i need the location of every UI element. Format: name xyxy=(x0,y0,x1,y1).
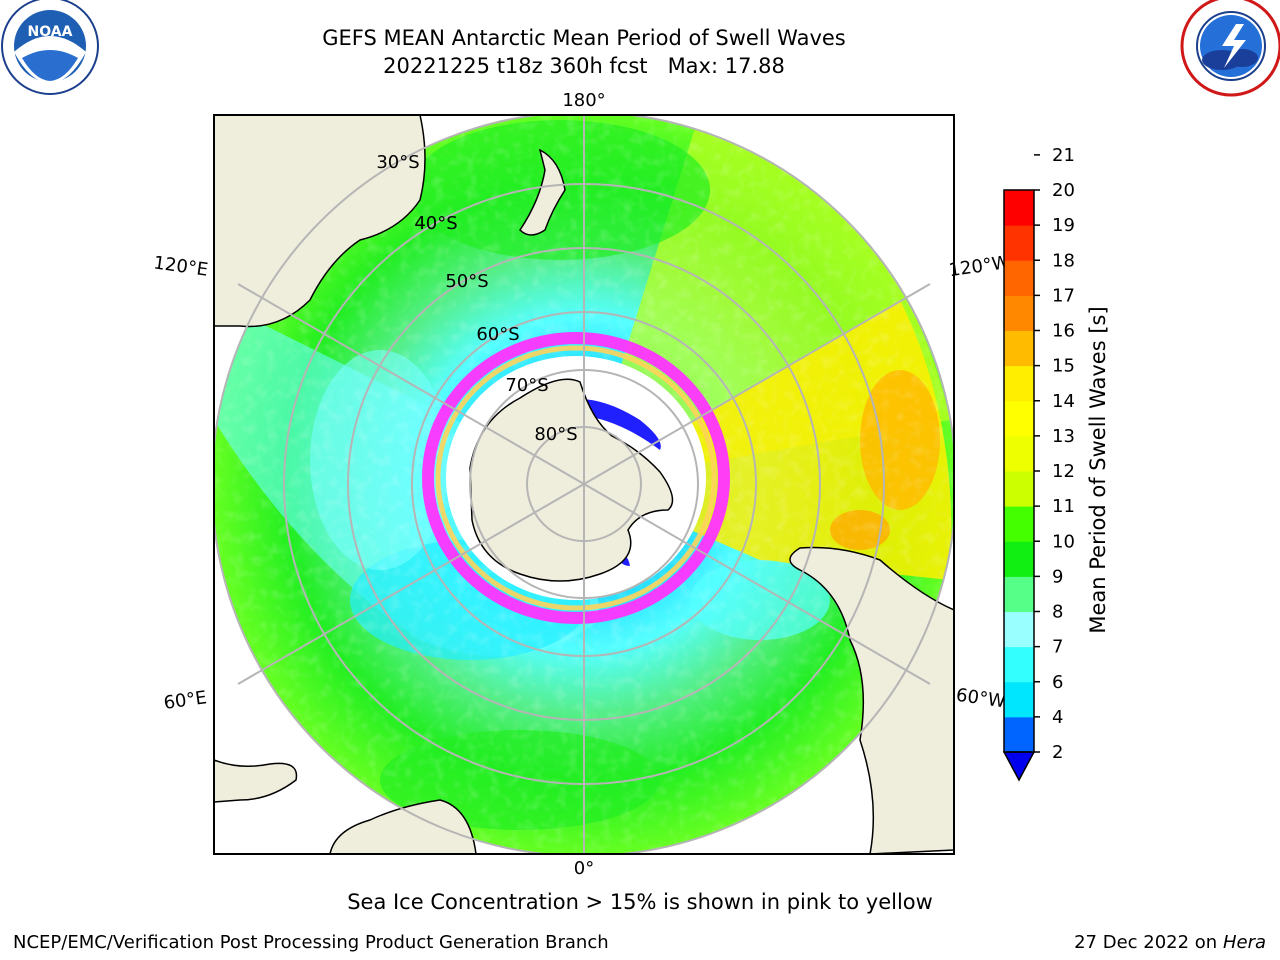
lat-label-30s: 30°S xyxy=(376,152,419,173)
map-frame xyxy=(213,114,955,855)
colorbar-bin xyxy=(1004,646,1034,683)
credit-date-text: 27 Dec 2022 on xyxy=(1074,932,1218,953)
lat-label-80s: 80°S xyxy=(534,424,577,445)
colorbar-bin xyxy=(1004,365,1034,402)
chart-subtitle: 20221225 t18z 360h fcst Max: 17.88 xyxy=(383,54,785,78)
credit-machine: Hera xyxy=(1222,932,1266,953)
lon-label-upper-right: 120°W xyxy=(947,252,1011,281)
colorbar-tick-label: 9 xyxy=(1052,566,1063,587)
colorbar-bin xyxy=(1004,190,1034,226)
colorbar-bin xyxy=(1004,576,1034,612)
colorbar-bin xyxy=(1004,260,1034,296)
colorbar-bin xyxy=(1004,330,1034,367)
lon-label-bottom: 0° xyxy=(574,858,594,879)
colorbar: 2 4 6 7 8 9 10 11 12 13 14 15 16 17 18 19 20 21 xyxy=(1002,145,1075,782)
colorbar-bin xyxy=(1004,471,1034,507)
colorbar-bin xyxy=(1004,435,1034,472)
colorbar-tick-label: 4 xyxy=(1052,707,1063,728)
lat-label-70s: 70°S xyxy=(505,375,548,396)
lon-label-upper-left: 120°E xyxy=(152,252,209,280)
lat-label-50s: 50°S xyxy=(445,271,488,292)
land-masses xyxy=(214,115,954,854)
noaa-logo-text: NOAA xyxy=(28,24,73,40)
colorbar-bin xyxy=(1004,681,1034,718)
colorbar-bin xyxy=(1004,611,1034,648)
colorbar-tick-label: 20 xyxy=(1052,180,1075,201)
colorbar-tick-label: 21 xyxy=(1052,145,1075,166)
lat-label-40s: 40°S xyxy=(414,213,457,234)
chart-title: GEFS MEAN Antarctic Mean Period of Swell… xyxy=(322,26,846,50)
colorbar-tick-label: 19 xyxy=(1052,215,1075,236)
colorbar-tick-label: 2 xyxy=(1052,742,1063,763)
colorbar-tick-label: 13 xyxy=(1052,426,1075,447)
colorbar-label: Mean Period of Swell Waves [s] xyxy=(1086,306,1110,634)
colorbar-bin xyxy=(1004,225,1034,261)
colorbar-tick-label: 6 xyxy=(1052,672,1063,693)
lon-label-top: 180° xyxy=(562,90,605,111)
colorbar-tick-label: 16 xyxy=(1052,321,1075,342)
noaa-logo: NOAA xyxy=(1,0,99,95)
colorbar-tick-label: 15 xyxy=(1052,356,1075,377)
colorbar-bin xyxy=(1004,716,1034,753)
colorbar-tick-label: 14 xyxy=(1052,391,1075,412)
colorbar-tick-label: 10 xyxy=(1052,531,1075,552)
lon-label-lower-right: 60°W xyxy=(955,685,1007,713)
sea-ice-caption: Sea Ice Concentration > 15% is shown in … xyxy=(347,890,933,914)
lon-label-lower-left: 60°E xyxy=(162,687,208,714)
nws-logo xyxy=(1180,0,1280,97)
colorbar-tick-label: 18 xyxy=(1052,250,1075,271)
graticule xyxy=(214,115,954,854)
colorbar-extend-arrow xyxy=(1002,751,1036,782)
colorbar-tick-label: 17 xyxy=(1052,285,1075,306)
colorbar-bin xyxy=(1004,295,1034,331)
antarctica-landmass xyxy=(469,378,674,582)
lat-label-60s: 60°S xyxy=(476,324,519,345)
colorbar-tick-label: 11 xyxy=(1052,496,1075,517)
colorbar-tick-label: 12 xyxy=(1052,461,1075,482)
colorbar-bin xyxy=(1004,400,1034,437)
colorbar-bin xyxy=(1004,541,1034,577)
colorbar-tick-label: 8 xyxy=(1052,602,1063,623)
credit-branch: NCEP/EMC/Verification Post Processing Pr… xyxy=(13,932,609,953)
colorbar-bin xyxy=(1004,506,1034,542)
credit-date: 27 Dec 2022 on Hera xyxy=(1074,932,1266,953)
colorbar-tick-label: 7 xyxy=(1052,637,1063,658)
